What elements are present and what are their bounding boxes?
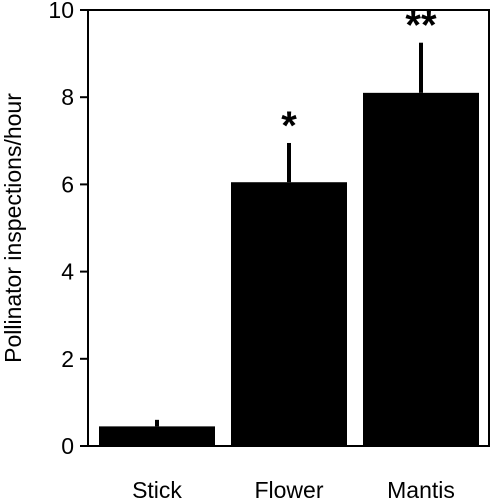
y-tick-label-6: 6 — [61, 171, 74, 197]
y-tick-label-4: 4 — [61, 259, 74, 285]
error-bars-group — [155, 42, 423, 427]
significance-marker-flower: * — [281, 104, 297, 148]
x-tick-label-stick: Stick — [132, 477, 182, 500]
y-tick-label-0: 0 — [61, 433, 74, 459]
x-tick-labels: Stick Flower Mantis — [132, 477, 455, 500]
x-tick-label-mantis: Mantis — [387, 477, 455, 500]
bar-stick — [99, 426, 215, 446]
x-tick-label-flower: Flower — [254, 477, 323, 500]
significance-group: *** — [281, 4, 437, 148]
bar-flower — [231, 182, 347, 446]
y-axis-label: Pollinator inspections/hour — [0, 93, 26, 363]
significance-marker-mantis: ** — [405, 4, 437, 48]
plot-frame — [87, 9, 490, 447]
bars-group — [99, 92, 479, 446]
y-axis: 0 2 4 6 8 10 — [48, 0, 88, 459]
bar-mantis — [363, 92, 479, 446]
y-tick-label-2: 2 — [61, 346, 74, 372]
y-tick-label-10: 10 — [48, 0, 74, 23]
y-tick-label-8: 8 — [61, 84, 74, 110]
